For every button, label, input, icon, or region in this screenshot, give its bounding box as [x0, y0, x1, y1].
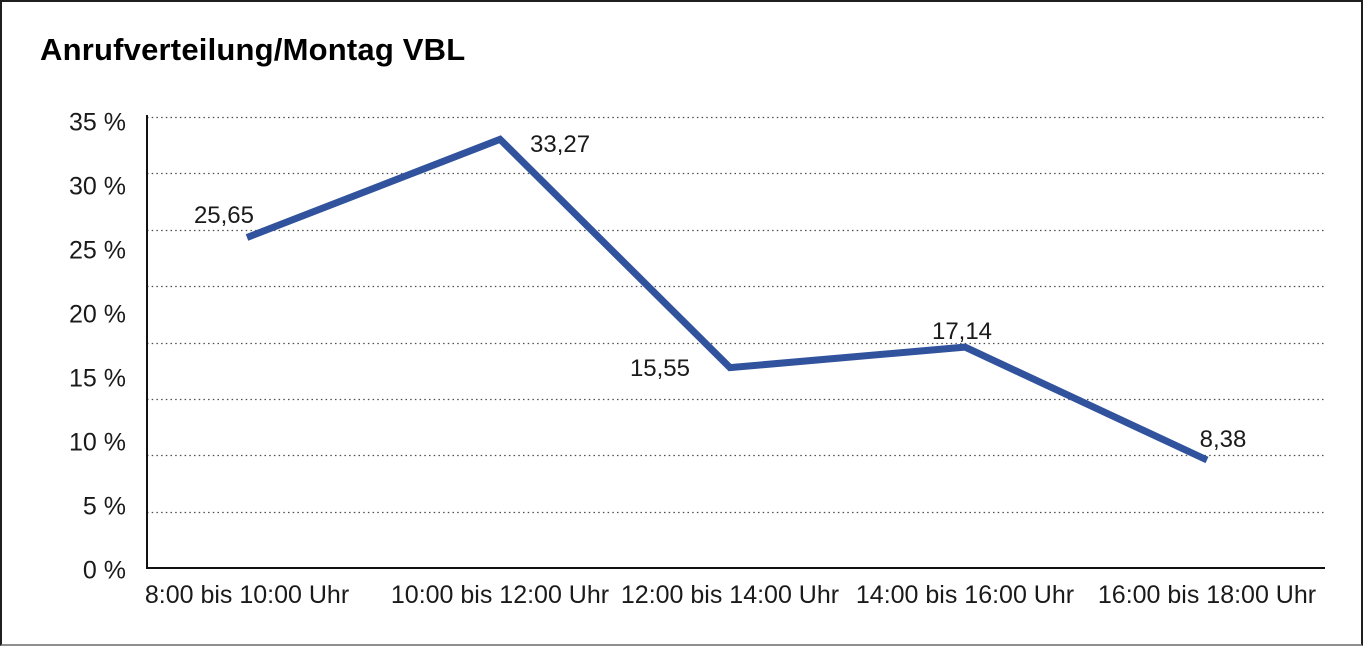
- x-tick-label: 8:00 bis 10:00 Uhr: [145, 581, 349, 609]
- data-point-label: 25,65: [194, 202, 254, 229]
- y-tick-label: 35 %: [69, 109, 126, 137]
- chart-title: Anrufverteilung/Montag VBL: [40, 32, 466, 67]
- y-tick-label: 10 %: [69, 429, 126, 457]
- y-tick-label: 0 %: [83, 557, 126, 585]
- data-point-label: 17,14: [932, 318, 992, 345]
- x-tick-label: 12:00 bis 14:00 Uhr: [621, 581, 839, 609]
- data-point-label: 8,38: [1200, 426, 1247, 453]
- data-point-label: 15,55: [630, 355, 690, 382]
- y-tick-label: 25 %: [69, 237, 126, 265]
- data-point-label: 33,27: [530, 131, 590, 158]
- y-tick-label: 20 %: [69, 301, 126, 329]
- x-tick-label: 14:00 bis 16:00 Uhr: [856, 581, 1074, 609]
- x-tick-label: 10:00 bis 12:00 Uhr: [391, 581, 609, 609]
- y-tick-label: 15 %: [69, 365, 126, 393]
- y-tick-label: 5 %: [83, 493, 126, 521]
- data-line: [245, 135, 1209, 464]
- x-tick-label: 16:00 bis 18:00 Uhr: [1098, 581, 1316, 609]
- y-tick-label: 30 %: [69, 173, 126, 201]
